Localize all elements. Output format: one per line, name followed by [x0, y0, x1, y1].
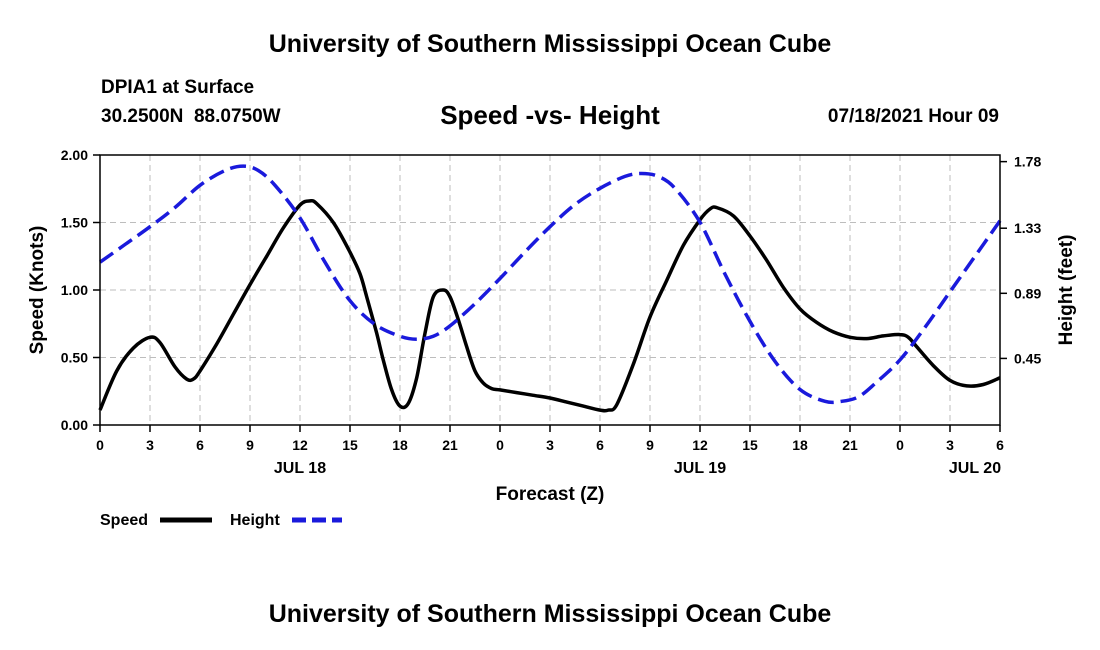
x-tick-label: 0 — [896, 437, 904, 453]
x-tick-label: 9 — [246, 437, 254, 453]
speed-series-line — [98, 198, 1001, 413]
forecast-datetime: 07/18/2021 Hour 09 — [827, 106, 999, 127]
y2-tick-label: 0.89 — [1014, 285, 1041, 301]
height-series-line — [99, 164, 1002, 405]
y2-tick-label: 0.45 — [1014, 350, 1041, 366]
y-tick-label: 0.00 — [61, 417, 88, 433]
date-label: JUL 20 — [949, 460, 1001, 477]
footer-title: University of Southern Mississippi Ocean… — [268, 600, 832, 628]
chart-axes: 0 3 6 9 12 15 18 21 0 3 6 9 12 15 18 21 0 3 6 JUL 18 JUL 19 J… — [61, 147, 1042, 477]
x-tick-label: 6 — [996, 437, 1004, 453]
station-label: DPIA1 at Surface — [101, 77, 255, 98]
y-tick-label: 1.50 — [61, 215, 88, 231]
x-tick-label: 9 — [646, 437, 654, 453]
x-tick-label: 12 — [692, 437, 708, 453]
y-tick-label: 1.00 — [61, 282, 88, 298]
legend-speed-label: Speed — [100, 512, 148, 529]
x-tick-label: 3 — [946, 437, 954, 453]
y-axis-title: Speed (Knots) — [27, 226, 48, 355]
chart-series — [98, 164, 1002, 413]
x-tick-label: 15 — [342, 437, 358, 453]
x-tick-label: 3 — [546, 437, 554, 453]
x-tick-label: 0 — [96, 437, 104, 453]
legend-height-label: Height — [230, 512, 280, 529]
plot-title: Speed -vs- Height — [440, 100, 660, 130]
y2-axis-title: Height (feet) — [1056, 235, 1077, 346]
x-tick-label: 18 — [392, 437, 408, 453]
x-tick-label: 3 — [146, 437, 154, 453]
legend: Speed Height — [100, 512, 342, 529]
x-tick-label: 15 — [742, 437, 758, 453]
x-tick-label: 12 — [292, 437, 308, 453]
y-tick-label: 0.50 — [61, 350, 88, 366]
x-tick-label: 21 — [842, 437, 858, 453]
x-tick-label: 21 — [442, 437, 458, 453]
x-axis-title: Forecast (Z) — [496, 484, 605, 505]
date-label: JUL 18 — [274, 460, 326, 477]
y-tick-label: 2.00 — [61, 147, 88, 163]
x-tick-label: 18 — [792, 437, 808, 453]
y2-tick-label: 1.78 — [1014, 154, 1041, 170]
y2-tick-label: 1.33 — [1014, 220, 1041, 236]
x-tick-label: 0 — [496, 437, 504, 453]
page-title: University of Southern Mississippi Ocean… — [268, 30, 832, 58]
station-coords: 30.2500N 88.0750W — [101, 106, 281, 127]
date-label: JUL 19 — [674, 460, 726, 477]
x-tick-label: 6 — [596, 437, 604, 453]
x-tick-label: 6 — [196, 437, 204, 453]
chart-grid — [100, 155, 1000, 425]
